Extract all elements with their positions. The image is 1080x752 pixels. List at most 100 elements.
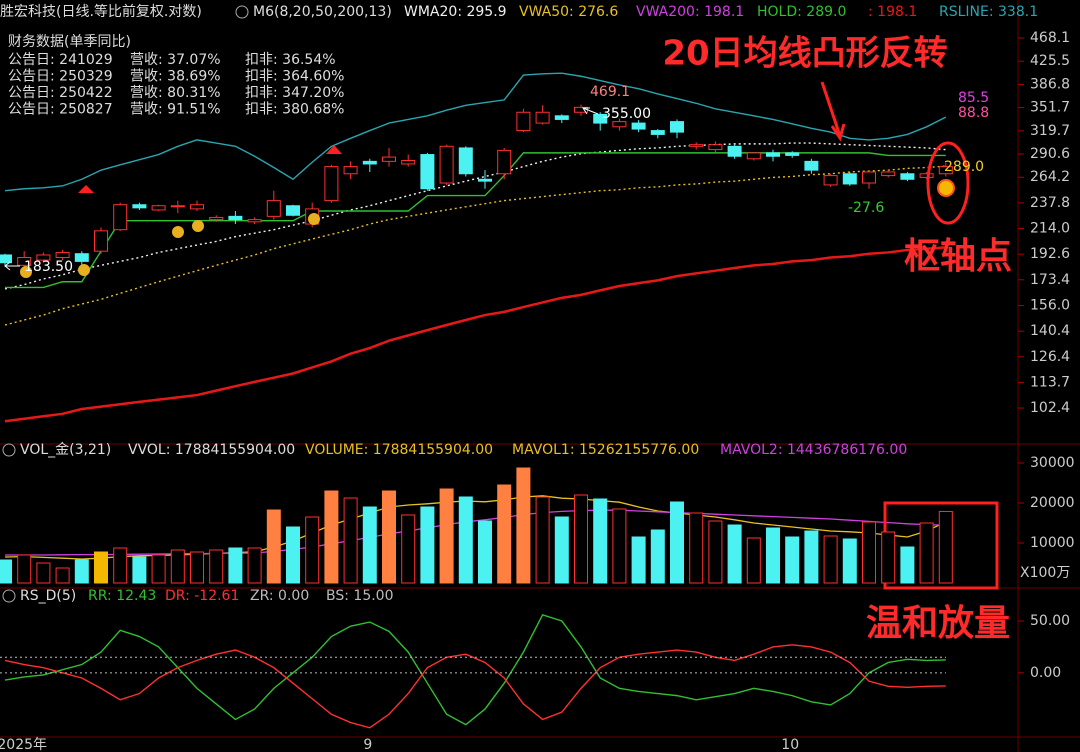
volume-bar [612,508,627,584]
candle-body [746,152,761,160]
volume-bar [689,512,704,584]
y-tick-label: 214.0 [1030,221,1070,237]
x-tick-label: 2025年 [0,737,47,752]
callout: 温和放量 [866,603,1010,644]
finance-item: 扣非: 380.68% [245,102,344,118]
y-tick-label: 290.6 [1030,146,1070,162]
candle-body [766,152,780,157]
callout: 20日均线凸形反转 [662,34,947,74]
volume-bar [247,547,262,584]
legend-entry: RS_D(5) [20,588,76,604]
volume-bar [650,529,665,584]
candle-body [324,166,339,202]
candle-body [382,156,396,162]
finance-item: 营收: 80.31% [130,85,221,101]
finance-item: 营收: 91.51% [130,102,221,118]
candle-body [17,257,32,266]
label-arrow [4,261,20,271]
price-label: 85.5 [958,90,989,106]
volume-bar [478,520,492,584]
candle-body [0,254,12,264]
mavol-line [5,509,946,556]
candle-body [113,204,128,231]
candle-body [36,254,51,261]
price-label: 88.8 [958,105,989,121]
x-tick-label: 9 [363,737,372,752]
legend-entry: RR: 12.43 [88,588,156,604]
finance-item: 公告日: 250329 [8,69,113,85]
finance-item: 扣非: 347.20% [245,85,344,101]
candle-body [631,122,646,130]
volume-bar [190,551,204,584]
candle-body [458,147,473,175]
menu-icon[interactable] [235,5,249,19]
candle-body [593,113,608,124]
candle-body [938,166,953,175]
candle-body [228,215,243,221]
y-tick-label: 113.7 [1030,375,1070,391]
volume-bar [151,554,166,584]
finance-item: 公告日: 241029 [8,52,113,68]
signal-triangle [78,185,94,193]
money-bag [172,226,184,238]
candle-body [401,160,416,165]
candle-body [94,230,108,252]
candle-body [55,251,70,259]
candle-body [132,204,147,209]
indicator-name: M6(8,20,50,200,13) [253,4,392,20]
volume-bar [55,567,70,584]
menu-icon[interactable] [2,589,16,603]
candle-body [74,253,89,262]
ma-line [4,165,946,326]
y-tick-label: 140.4 [1030,323,1070,339]
finance-item: 公告日: 250422 [8,85,113,101]
candle-body [266,200,281,217]
y-tick-label: 386.8 [1030,76,1070,92]
volume-bar [727,524,742,584]
price-label: 183.50 [24,259,73,275]
volume-bar [324,490,339,584]
volume-bar [94,551,108,584]
legend-entry: HOLD: 289.0 [757,4,846,20]
volume-bar [862,521,876,584]
volume-bar [362,506,377,584]
y-tick-label: 468.1 [1030,30,1070,46]
legend-entry: ZR: 0.00 [250,588,309,604]
volume-bar [305,516,320,584]
candle-body [535,111,550,124]
finance-item: 营收: 38.69% [130,69,221,85]
finance-item: 公告日: 250827 [8,102,113,118]
candle-body [823,175,838,186]
volume-bar [17,554,32,584]
legend-entry: MAVOL2: 14436786176.00 [720,442,907,458]
candle-body [190,204,204,210]
y-tick-label: 192.6 [1030,246,1070,262]
volume-bar [74,559,89,584]
volume-bar [554,516,569,584]
finance-title: 财务数据(单季同比) [8,34,131,50]
rs-line [4,644,946,729]
legend-entry: WMA20: 295.9 [404,4,507,20]
price-label: 355.00 [602,106,651,122]
ma-line [4,246,946,423]
candle-body [286,205,300,216]
y-tick-label: 10000 [1030,535,1075,551]
volume-bar [286,526,300,584]
volume-bar [842,538,857,584]
volume-bar [36,562,51,584]
candle-body [842,173,857,185]
label-arrow [582,107,599,115]
volume-bar [631,536,646,584]
candle-body [516,111,531,132]
volume-bar [516,467,531,584]
legend-entry: VWA200: 198.1 [636,4,744,20]
money-bag [192,220,204,232]
price-label: 289.0 [944,159,984,175]
menu-icon[interactable] [2,443,16,457]
legend-entry: MAVOL1: 15262155776.00 [512,442,699,458]
callout: 枢轴点 [904,236,1012,277]
volume-bar [938,510,953,584]
ma-line [4,72,947,192]
y-tick-label: 30000 [1030,455,1075,471]
